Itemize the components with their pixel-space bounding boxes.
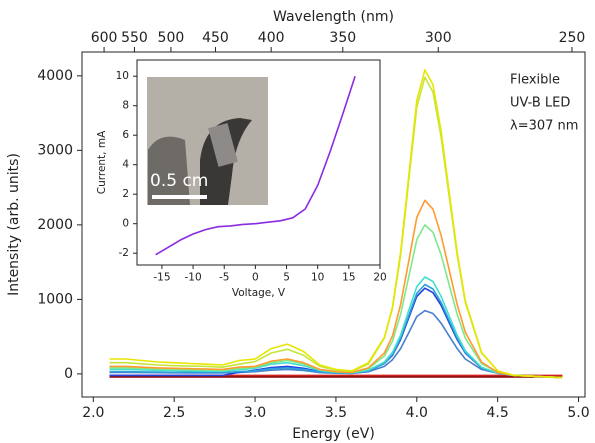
- x2-tick-label: 550: [121, 30, 148, 46]
- x-tick-label: 3.5: [325, 405, 347, 421]
- photo-label: 0.5 cm: [150, 171, 208, 191]
- x-tick-label: 5: [283, 271, 290, 283]
- y-tick-label: 0: [122, 218, 129, 230]
- y-tick-label: 4000: [37, 68, 73, 84]
- x2-tick-label: 450: [202, 30, 229, 46]
- y-tick-label: 8: [122, 100, 129, 112]
- x2-tick-label: 300: [425, 30, 452, 46]
- photo-device-edge: [148, 136, 190, 205]
- x-tick-label: -15: [153, 271, 170, 283]
- x-tick-label: 5.0: [567, 405, 589, 421]
- series-line: [109, 276, 563, 379]
- x-tick-label: 3.0: [244, 405, 266, 421]
- y-tick-label: 0: [64, 366, 73, 382]
- x2-tick-label: 500: [158, 30, 185, 46]
- x-tick-label: 0: [252, 271, 259, 283]
- series-line: [109, 69, 563, 379]
- y-tick-label: 4: [122, 159, 129, 171]
- y-tick-label: 1000: [37, 291, 73, 307]
- x-tick-label: -10: [184, 271, 201, 283]
- x-tick-label: 4.0: [406, 405, 428, 421]
- x-tick-label: 20: [373, 271, 386, 283]
- x-tick-label: 4.5: [487, 405, 509, 421]
- y-tick-label: 2000: [37, 217, 73, 233]
- annotation: λ=307 nm: [510, 119, 578, 134]
- x-axis-label: Voltage, V: [232, 287, 286, 299]
- photo-sheet: [208, 123, 238, 167]
- annotation: Flexible: [510, 73, 560, 88]
- x2-tick-label: 350: [329, 30, 356, 46]
- series-line: [109, 224, 563, 379]
- x-tick-label: -5: [219, 271, 229, 283]
- y-tick-label: 2: [122, 188, 129, 200]
- y-tick-label: 3000: [37, 142, 73, 158]
- x-tick-label: 10: [311, 271, 324, 283]
- x-tick-label: 2.0: [82, 405, 104, 421]
- series-line: [109, 199, 563, 379]
- x-axis-label: Energy (eV): [292, 426, 375, 442]
- plot-frame: [136, 59, 381, 266]
- y-tick-label: 6: [122, 129, 129, 141]
- annotation: UV-B LED: [510, 96, 570, 111]
- y-tick-label: -2: [119, 247, 129, 259]
- y-axis-label: Intensity (arb. units): [6, 153, 22, 296]
- x2-axis-label: Wavelength (nm): [273, 9, 394, 25]
- y-tick-label: 10: [116, 70, 129, 82]
- x-tick-label: 2.5: [163, 405, 185, 421]
- x2-tick-label: 600: [91, 30, 118, 46]
- series-line: [155, 75, 356, 256]
- x2-tick-label: 400: [258, 30, 285, 46]
- x-tick-label: 15: [342, 271, 355, 283]
- x2-tick-label: 250: [559, 30, 586, 46]
- y-axis-label: Current, mA: [96, 130, 108, 194]
